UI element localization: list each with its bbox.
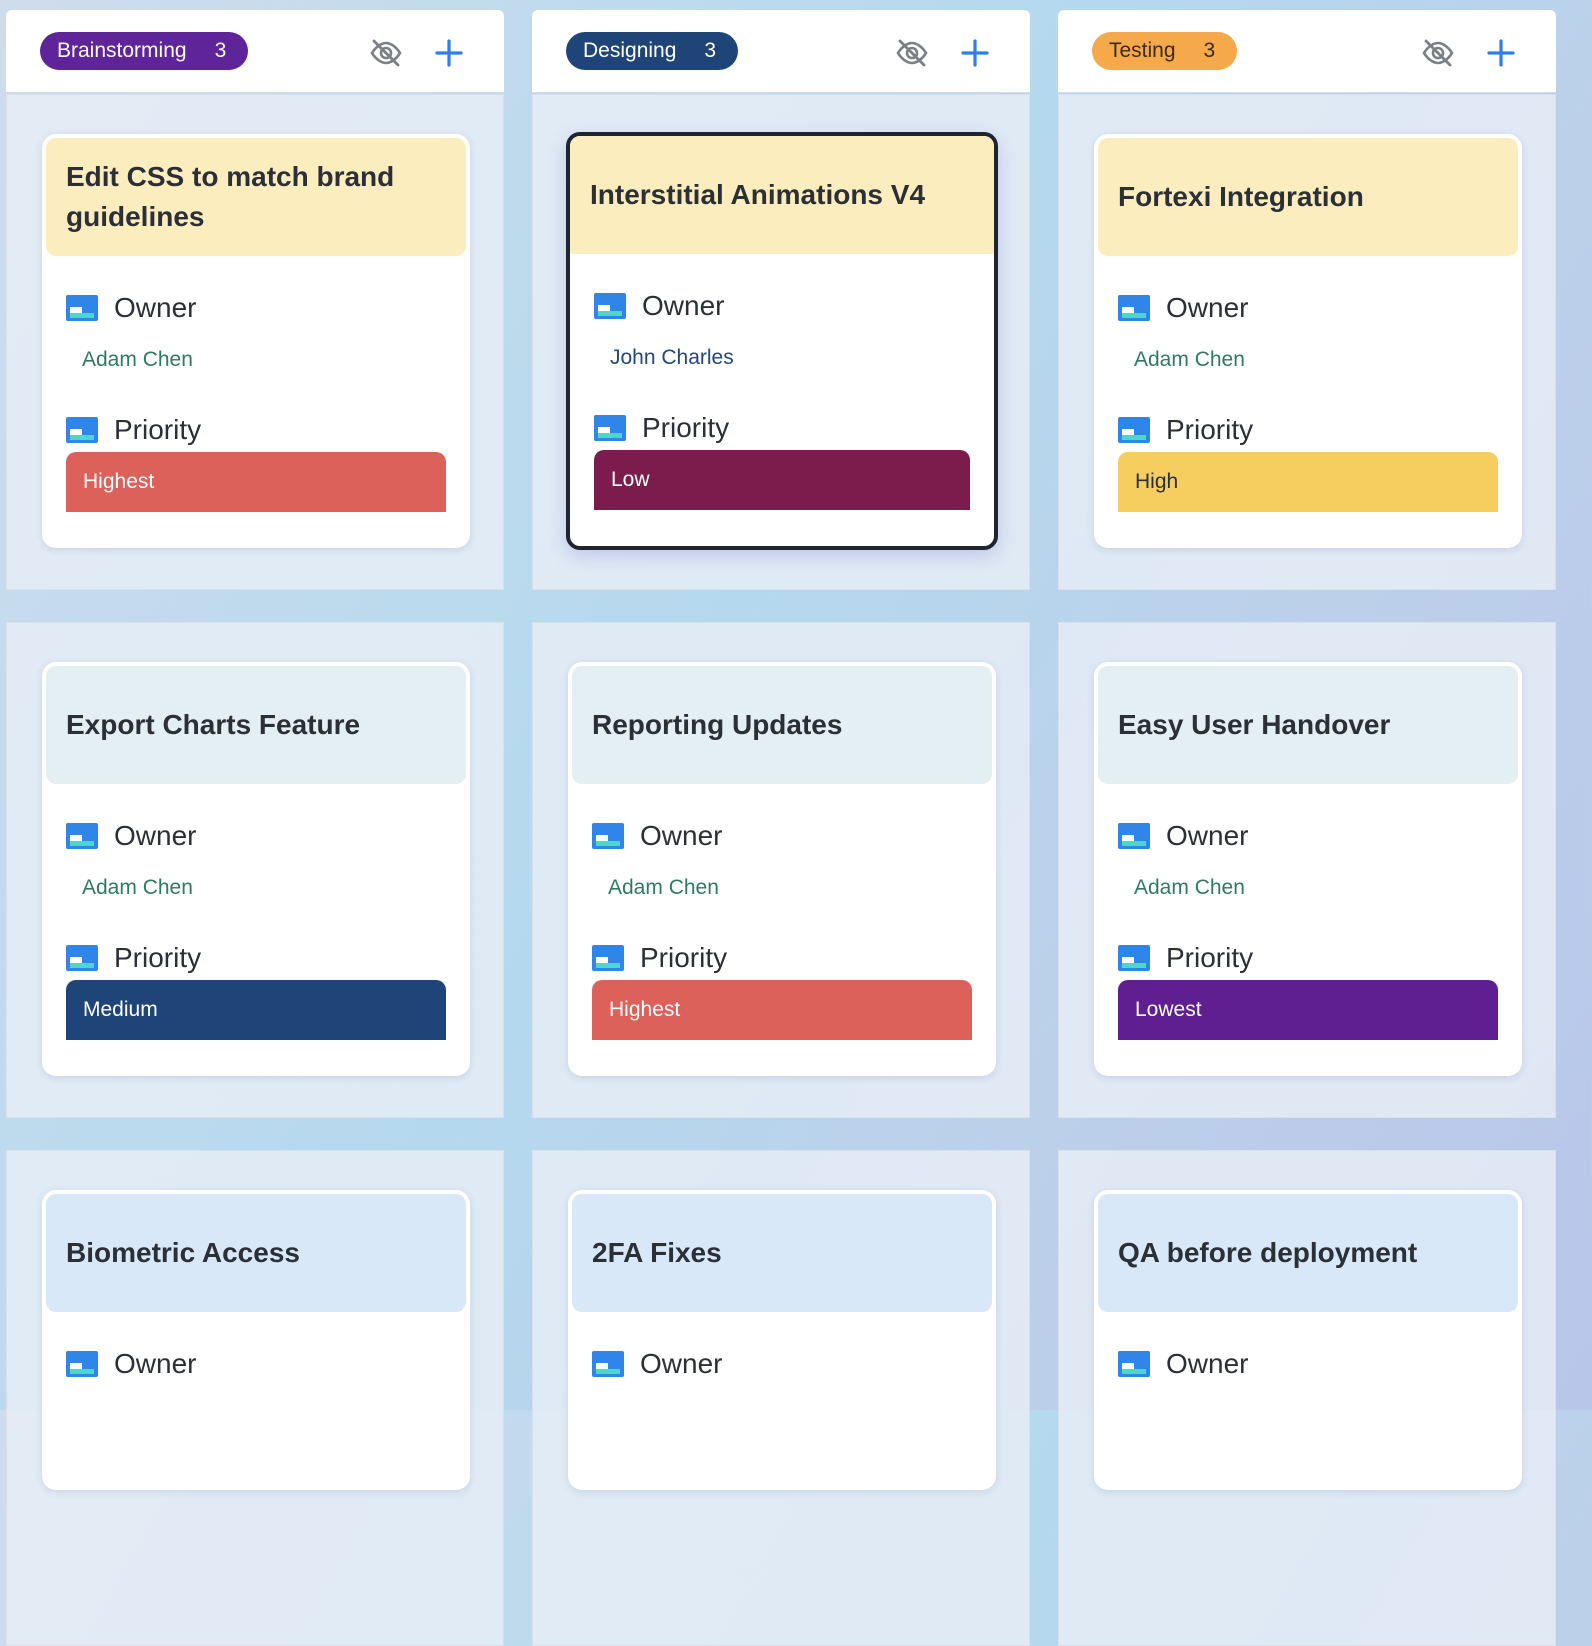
owner-label-text: Owner xyxy=(114,292,197,323)
column-status-pill[interactable]: Brainstorming 3 xyxy=(40,32,249,70)
priority-label-text: Priority xyxy=(1166,414,1254,445)
eye-slash-icon[interactable] xyxy=(895,38,929,68)
field-card-icon xyxy=(66,945,98,971)
priority-field-label: Priority xyxy=(594,412,729,444)
field-card-icon xyxy=(1118,295,1150,321)
task-card[interactable]: Biometric Access Owner xyxy=(42,1190,470,1490)
priority-value[interactable]: Low xyxy=(594,450,970,510)
priority-value[interactable]: Highest xyxy=(592,980,972,1040)
card-title: Biometric Access xyxy=(46,1194,466,1312)
owner-field-label: Owner xyxy=(1118,1348,1248,1380)
field-card-icon xyxy=(66,417,98,443)
field-card-icon xyxy=(594,293,626,319)
priority-value[interactable]: Medium xyxy=(66,980,446,1040)
field-card-icon xyxy=(1118,823,1150,849)
owner-field-label: Owner xyxy=(592,820,722,852)
owner-name[interactable]: Adam Chen xyxy=(1134,348,1245,371)
owner-label-text: Owner xyxy=(114,1348,197,1379)
owner-field-label: Owner xyxy=(66,292,196,324)
card-title: Export Charts Feature xyxy=(46,666,466,784)
priority-label-text: Priority xyxy=(1166,942,1254,973)
owner-name[interactable]: Adam Chen xyxy=(608,876,719,899)
field-card-icon xyxy=(592,1351,624,1377)
card-title: Interstitial Animations V4 xyxy=(570,136,994,254)
owner-field-label: Owner xyxy=(1118,820,1248,852)
priority-field-label: Priority xyxy=(66,414,201,446)
priority-label-text: Priority xyxy=(642,412,730,443)
column-count-badge: 3 xyxy=(214,39,227,62)
column-name: Designing xyxy=(583,39,677,62)
owner-label-text: Owner xyxy=(640,820,723,851)
plus-icon[interactable] xyxy=(434,38,464,68)
column-status-pill[interactable]: Designing 3 xyxy=(566,32,739,70)
task-card[interactable]: Easy User Handover Owner Adam Chen Priority… xyxy=(1094,662,1522,1076)
owner-field-label: Owner xyxy=(1118,292,1248,324)
priority-value[interactable]: High xyxy=(1118,452,1498,512)
task-card[interactable]: Edit CSS to match brand guidelines Owner A… xyxy=(42,134,470,548)
card-title: 2FA Fixes xyxy=(572,1194,992,1312)
column-count-badge: 3 xyxy=(704,39,717,62)
owner-label-text: Owner xyxy=(640,1348,723,1379)
card-title: Reporting Updates xyxy=(572,666,992,784)
card-title: Edit CSS to match brand guidelines xyxy=(46,138,466,256)
field-card-icon xyxy=(1118,945,1150,971)
priority-label-text: Priority xyxy=(114,942,202,973)
owner-field-label: Owner xyxy=(594,290,724,322)
field-card-icon xyxy=(1118,1351,1150,1377)
column-header-testing: Testing 3 xyxy=(1058,10,1556,92)
owner-label-text: Owner xyxy=(1166,1348,1249,1379)
owner-label-text: Owner xyxy=(114,820,197,851)
owner-name[interactable]: Adam Chen xyxy=(82,876,193,899)
priority-field-label: Priority xyxy=(592,942,727,974)
card-title: Easy User Handover xyxy=(1098,666,1518,784)
owner-field-label: Owner xyxy=(66,820,196,852)
field-card-icon xyxy=(594,415,626,441)
field-card-icon xyxy=(66,295,98,321)
field-card-icon xyxy=(66,823,98,849)
owner-field-label: Owner xyxy=(66,1348,196,1380)
owner-label-text: Owner xyxy=(1166,292,1249,323)
column-name: Brainstorming xyxy=(57,39,187,62)
card-title: QA before deployment xyxy=(1098,1194,1518,1312)
column-status-pill[interactable]: Testing 3 xyxy=(1092,32,1238,70)
owner-name[interactable]: Adam Chen xyxy=(82,348,193,371)
task-card[interactable]: Reporting Updates Owner Adam Chen Priority H… xyxy=(568,662,996,1076)
column-header-designing: Designing 3 xyxy=(532,10,1030,92)
priority-field-label: Priority xyxy=(1118,942,1253,974)
field-card-icon xyxy=(592,945,624,971)
plus-icon[interactable] xyxy=(1486,38,1516,68)
eye-slash-icon[interactable] xyxy=(1421,38,1455,68)
card-title: Fortexi Integration xyxy=(1098,138,1518,256)
eye-slash-icon[interactable] xyxy=(369,38,403,68)
priority-label-text: Priority xyxy=(114,414,202,445)
task-card[interactable]: Fortexi Integration Owner Adam Chen Priorit… xyxy=(1094,134,1522,548)
priority-label-text: Priority xyxy=(640,942,728,973)
task-card[interactable]: Interstitial Animations V4 Owner John Char… xyxy=(566,132,998,550)
owner-label-text: Owner xyxy=(1166,820,1249,851)
column-count-badge: 3 xyxy=(1203,39,1216,62)
task-card[interactable]: QA before deployment Owner xyxy=(1094,1190,1522,1490)
priority-value[interactable]: Lowest xyxy=(1118,980,1498,1040)
column-header-brainstorming: Brainstorming 3 xyxy=(6,10,504,92)
priority-field-label: Priority xyxy=(1118,414,1253,446)
plus-icon[interactable] xyxy=(960,38,990,68)
owner-field-label: Owner xyxy=(592,1348,722,1380)
task-card[interactable]: 2FA Fixes Owner xyxy=(568,1190,996,1490)
owner-name[interactable]: John Charles xyxy=(610,346,734,369)
field-card-icon xyxy=(592,823,624,849)
owner-label-text: Owner xyxy=(642,290,725,321)
priority-value[interactable]: Highest xyxy=(66,452,446,512)
kanban-board: Brainstorming 3 Designing 3 Testing 3 Edit CSS… xyxy=(6,10,1556,1646)
column-name: Testing xyxy=(1109,39,1176,62)
owner-name[interactable]: Adam Chen xyxy=(1134,876,1245,899)
task-card[interactable]: Export Charts Feature Owner Adam Chen Prior… xyxy=(42,662,470,1076)
field-card-icon xyxy=(66,1351,98,1377)
priority-field-label: Priority xyxy=(66,942,201,974)
field-card-icon xyxy=(1118,417,1150,443)
